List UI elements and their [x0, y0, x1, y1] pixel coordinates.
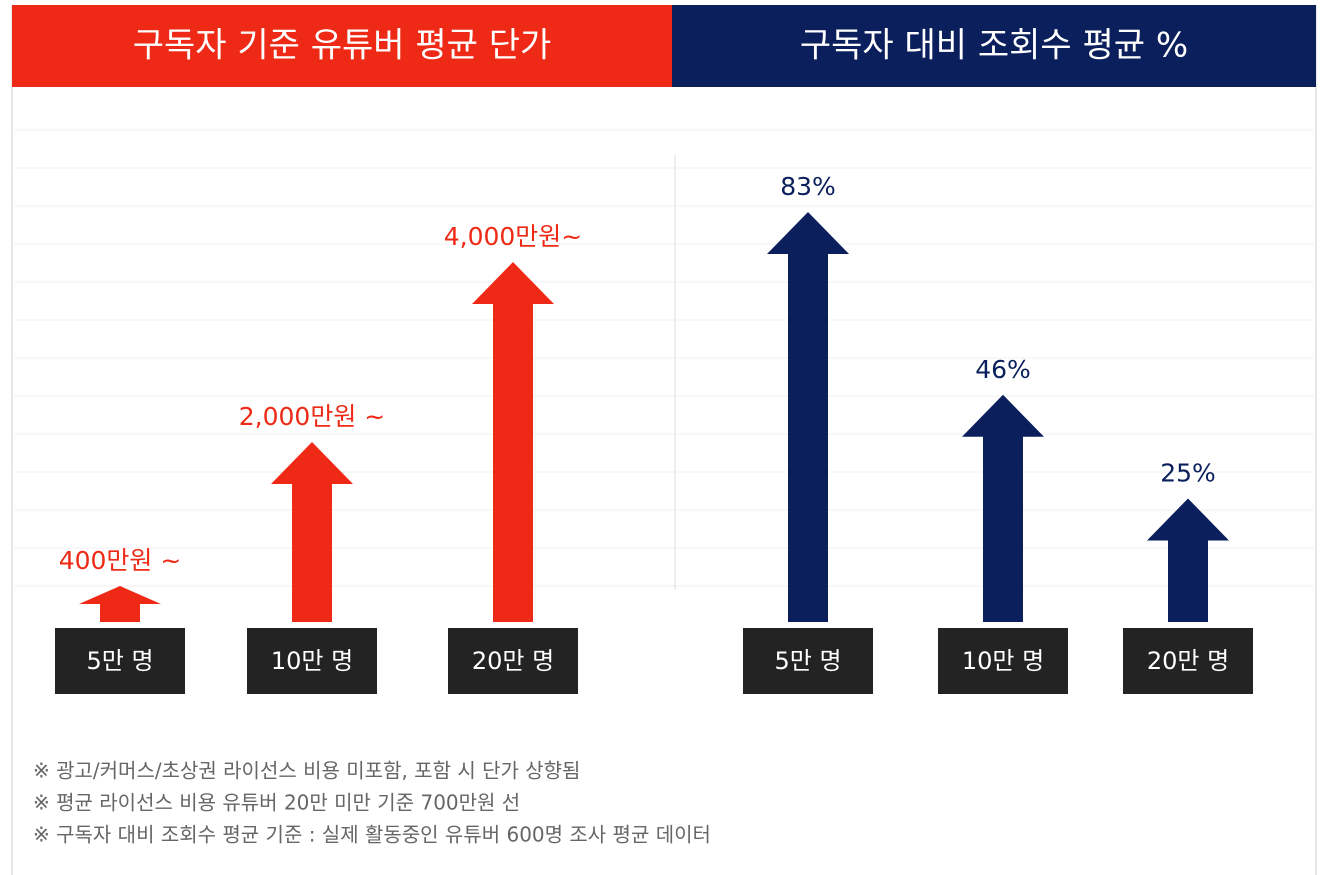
- arrow-bar: [79, 586, 161, 622]
- chart-title: 구독자 대비 조회수 평균 %: [800, 26, 1188, 66]
- background-lines: [14, 129, 1314, 587]
- value-label: 46%: [975, 355, 1031, 384]
- category-label: 5만 명: [774, 647, 841, 675]
- footnote: ※ 평균 라이선스 비용 유튜버 20만 미만 기준 700만원 선: [33, 791, 520, 815]
- category-label: 20만 명: [1147, 647, 1229, 675]
- footnote: ※ 구독자 대비 조회수 평균 기준 : 실제 활동중인 유튜버 600명 조사…: [33, 823, 711, 847]
- category-box: [743, 628, 873, 694]
- header-bar: [672, 5, 1316, 87]
- category-label: 10만 명: [271, 647, 353, 675]
- arrow-bar: [472, 262, 554, 622]
- header-bar: [12, 5, 672, 87]
- category-box: [938, 628, 1068, 694]
- category-label: 10만 명: [962, 647, 1044, 675]
- category-label: 5만 명: [86, 647, 153, 675]
- arrow-bar: [271, 442, 353, 622]
- chart-title: 구독자 기준 유튜버 평균 단가: [133, 26, 552, 66]
- arrow-bar: [962, 394, 1044, 622]
- category-box: [55, 628, 185, 694]
- arrow-bar: [1147, 498, 1229, 622]
- category-box: [1123, 628, 1253, 694]
- category-box: [448, 628, 578, 694]
- footnote: ※ 광고/커머스/초상권 라이선스 비용 미포함, 포함 시 단가 상향됨: [33, 759, 580, 783]
- value-label: 4,000만원~: [444, 222, 583, 251]
- category-box: [247, 628, 377, 694]
- arrow-bar: [767, 212, 849, 622]
- value-label: 2,000만원 ~: [239, 402, 385, 431]
- value-label: 400만원 ~: [59, 546, 182, 575]
- category-label: 20만 명: [472, 647, 554, 675]
- value-label: 83%: [780, 172, 836, 201]
- value-label: 25%: [1160, 459, 1216, 488]
